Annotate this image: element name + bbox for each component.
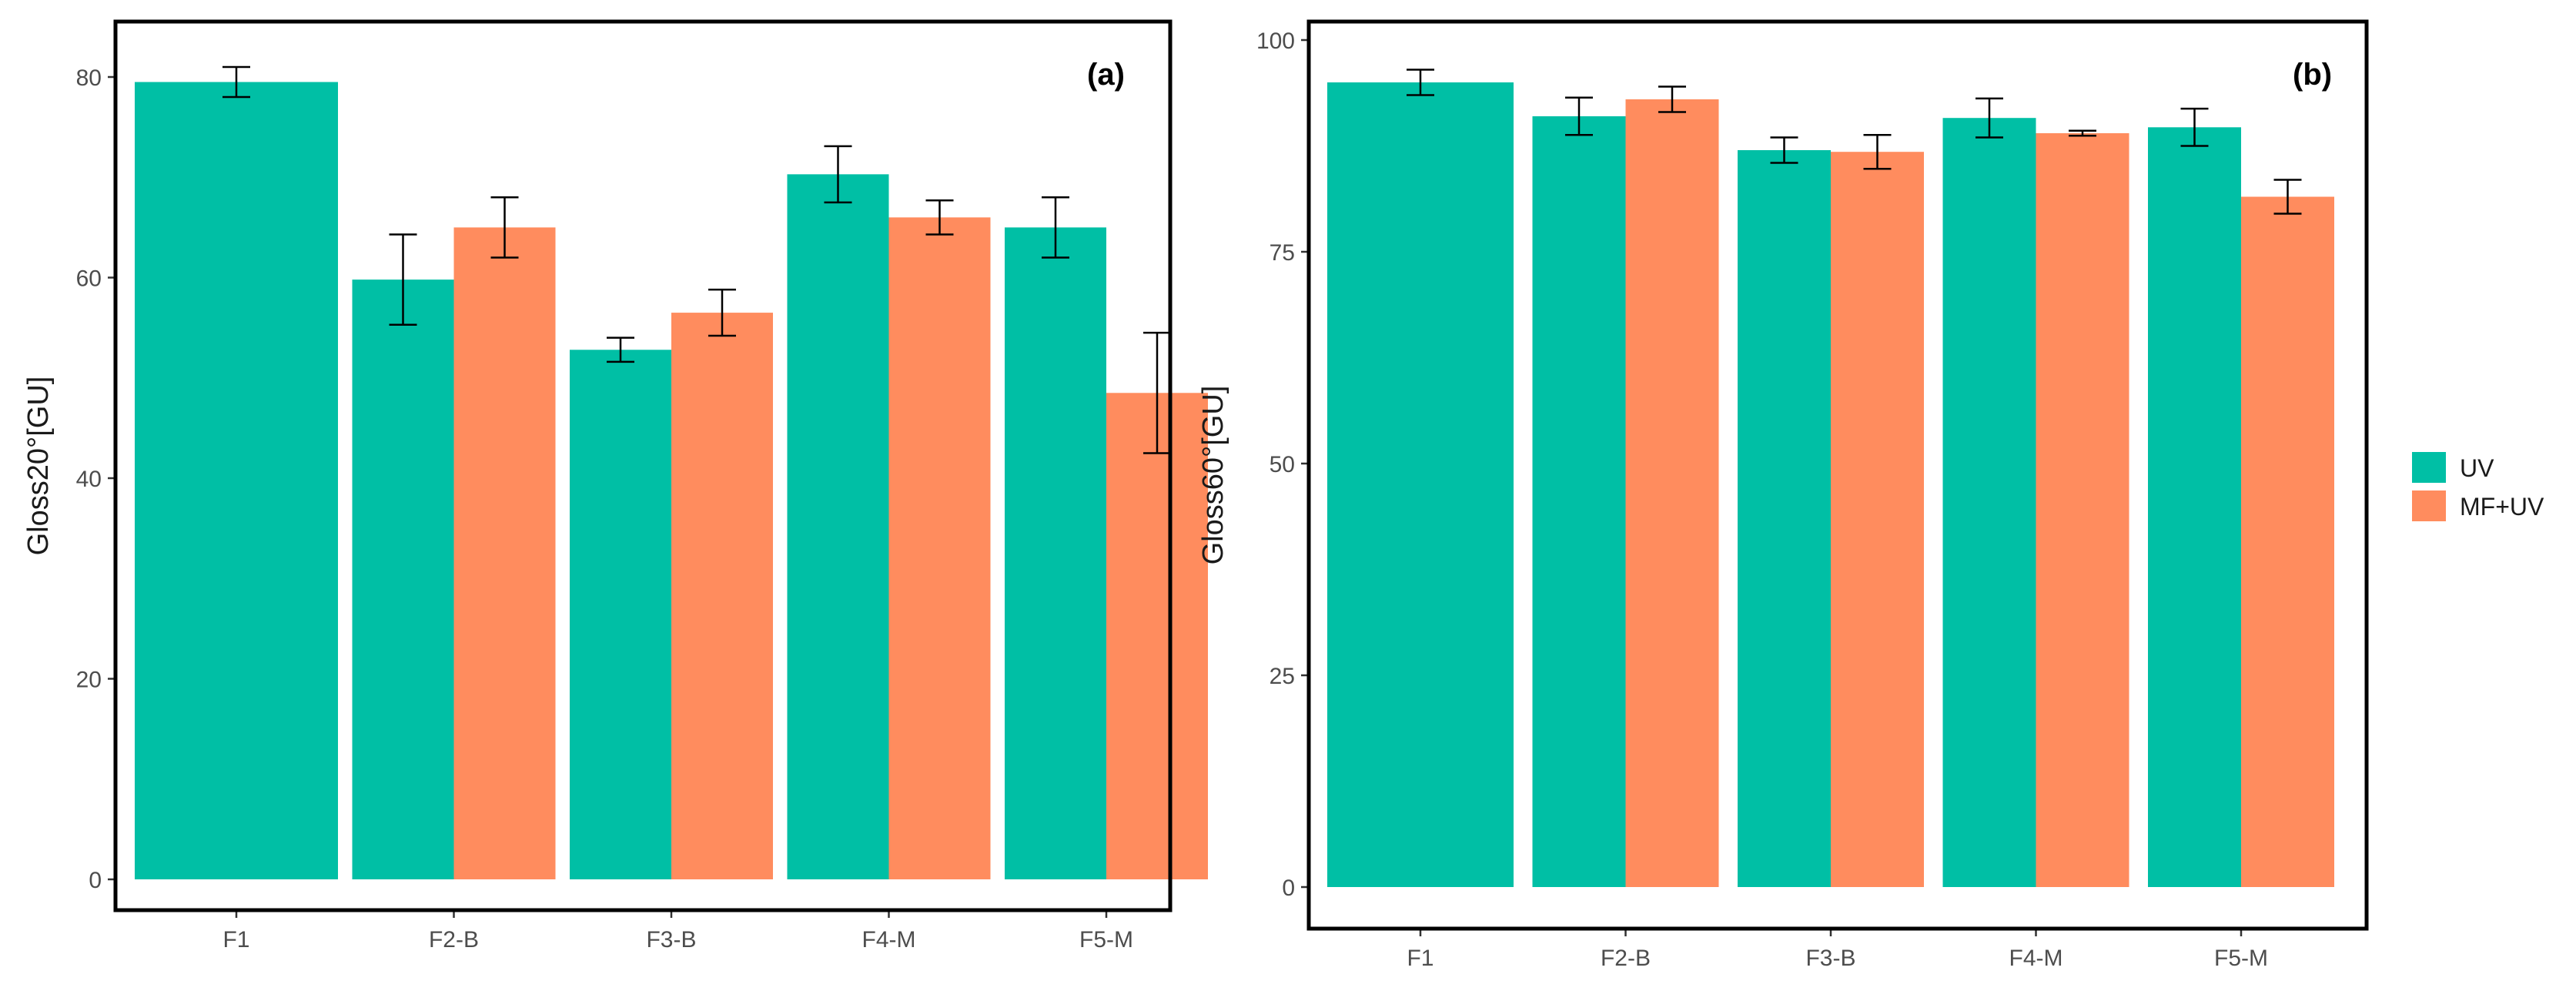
x-tick-label-f3-b: F3-B <box>646 927 696 952</box>
y-tick-label-60: 60 <box>76 266 102 292</box>
plot-frame <box>113 19 1173 912</box>
bar-uv-f1 <box>135 82 338 880</box>
error-bar-uv-f3-b <box>607 336 634 363</box>
y-tick-label-50: 50 <box>1270 452 1295 477</box>
bar-mf-uv-f5-m <box>1106 393 1208 880</box>
y-tick-label-75: 75 <box>1270 240 1295 266</box>
y-axis-title: Gloss60°[GU] <box>1197 386 1229 565</box>
y-tick-label-0: 0 <box>1282 875 1295 901</box>
x-tick-label-f4-m: F4-M <box>2009 946 2063 971</box>
error-bar-mf-uv-f3-b <box>708 288 736 337</box>
x-tick-label-f1: F1 <box>1407 946 1434 971</box>
error-bar-uv-f1 <box>222 65 250 99</box>
error-bar-uv-f2-b <box>389 233 417 326</box>
error-bar-uv-f2-b <box>1565 96 1593 136</box>
y-tick-label-25: 25 <box>1270 664 1295 689</box>
legend-key-mfuv <box>2412 490 2446 521</box>
panel-label: (a) <box>1087 58 1125 92</box>
error-bar-mf-uv-f5-m <box>2273 179 2302 215</box>
bar-mf-uv-f4-m <box>888 217 991 880</box>
bar-mf-uv-f3-b <box>1831 152 1924 887</box>
bar-uv-f5-m <box>1005 227 1106 879</box>
bar-uv-f3-b <box>570 350 671 879</box>
bar-uv-f4-m <box>1942 118 2036 887</box>
error-bar-mf-uv-f2-b <box>490 196 519 259</box>
error-bar-mf-uv-f4-m <box>2069 129 2096 137</box>
bar-uv-f2-b <box>352 280 454 880</box>
legend-key-uv <box>2412 452 2446 483</box>
panel-label: (b) <box>2293 58 2332 92</box>
x-tick-label-f1: F1 <box>222 927 249 952</box>
error-bar-uv-f5-m <box>2180 107 2209 147</box>
error-bar-uv-f1 <box>1407 69 1434 96</box>
bar-mf-uv-f4-m <box>2036 133 2129 887</box>
legend: UV MF+UV <box>2412 452 2544 521</box>
legend-label-mfuv: MF+UV <box>2460 493 2544 521</box>
y-tick-label-80: 80 <box>76 65 102 91</box>
x-tick-label-f2-b: F2-B <box>429 927 479 952</box>
error-bar-uv-f3-b <box>1770 136 1798 164</box>
bar-uv-f4-m <box>787 174 889 879</box>
panel-b: F1 F2-B F3-B F4-M F5-M 0 25 50 75 100 Gloss60°[GU]… <box>1197 19 2369 971</box>
error-bar-uv-f4-m <box>824 145 852 204</box>
bar-uv-f5-m <box>2148 127 2241 888</box>
y-tick-label-0: 0 <box>89 868 102 893</box>
plot-frame <box>1306 19 2369 931</box>
y-axis-title: Gloss20°[GU] <box>22 377 55 556</box>
bar-mf-uv-f2-b <box>1625 99 1719 887</box>
y-tick-label-20: 20 <box>76 668 102 693</box>
error-bar-mf-uv-f5-m <box>1143 331 1171 454</box>
panel-a: F1 F2-B F3-B F4-M F5-M 0 20 40 60 80 Gloss20°[GU] (… <box>22 19 1208 952</box>
x-tick-label-f5-m: F5-M <box>2214 946 2268 971</box>
bar-uv-f2-b <box>1532 116 1626 887</box>
error-bar-uv-f5-m <box>1042 196 1069 259</box>
bar-mf-uv-f2-b <box>453 227 556 879</box>
y-tick-label-40: 40 <box>76 467 102 492</box>
error-bar-mf-uv-f3-b <box>1863 133 1892 170</box>
error-bar-mf-uv-f2-b <box>1658 85 1686 113</box>
bar-uv-f3-b <box>1738 150 1831 887</box>
bar-mf-uv-f3-b <box>671 313 773 879</box>
error-bar-uv-f4-m <box>1975 97 2003 139</box>
error-bar-mf-uv-f4-m <box>925 199 954 236</box>
x-tick-label-f5-m: F5-M <box>1079 927 1133 952</box>
x-tick-label-f4-m: F4-M <box>862 927 916 952</box>
bar-mf-uv-f5-m <box>2241 196 2334 887</box>
x-tick-label-f3-b: F3-B <box>1805 946 1855 971</box>
y-tick-label-100: 100 <box>1256 28 1295 54</box>
bar-uv-f1 <box>1327 82 1514 887</box>
x-tick-label-f2-b: F2-B <box>1601 946 1651 971</box>
legend-label-uv: UV <box>2460 454 2494 482</box>
